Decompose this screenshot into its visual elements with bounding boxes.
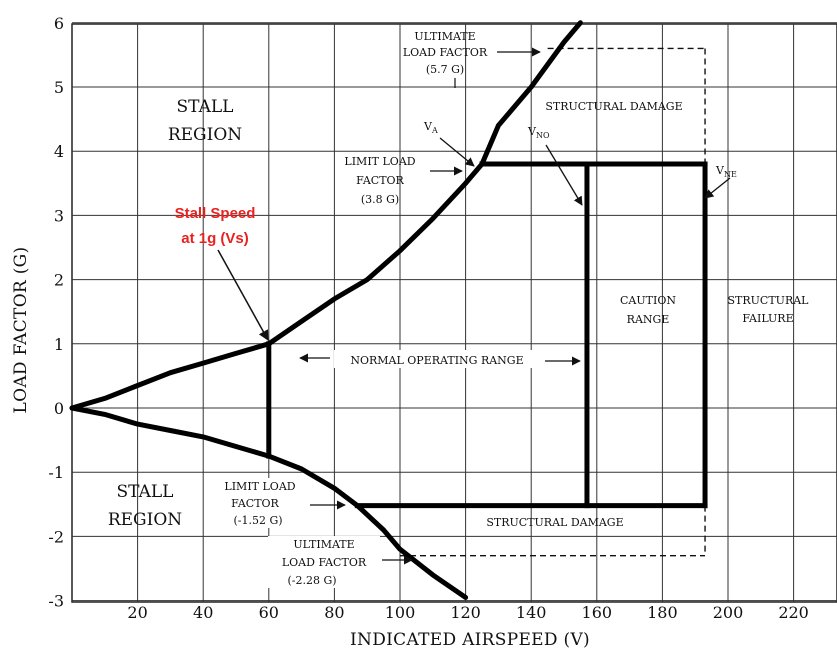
ultimate-bottom-label-bg (268, 536, 380, 588)
x-tick-label: 80 (324, 603, 344, 622)
x-axis-title: INDICATED AIRSPEED (V) (350, 630, 590, 650)
y-tick-label: 5 (54, 78, 64, 97)
dashed-ultimate-boundaries (400, 47, 706, 557)
limit-load-factor-top-label: LIMIT LOAD FACTOR (3.8 G) (344, 155, 415, 206)
ultimate-load-factor-bottom-label: ULTIMATE LOAD FACTOR (-2.28 G) (282, 538, 367, 587)
negative-stall-curve (69, 405, 469, 600)
structural-damage-top-label: STRUCTURAL DAMAGE (545, 100, 682, 113)
normal-operating-range-label: NORMAL OPERATING RANGE (350, 354, 523, 367)
y-tick-label: 1 (54, 335, 64, 354)
x-tick-label: 20 (127, 603, 147, 622)
y-tick-label: 0 (54, 399, 64, 418)
x-tick-label: 200 (713, 603, 744, 622)
positive-stall-curve (69, 20, 583, 411)
x-axis-ticks: 20 40 60 80 100 120 140 160 180 200 220 (127, 603, 808, 622)
y-tick-label: 6 (54, 14, 64, 33)
caution-range-label: CAUTION RANGE (620, 294, 676, 326)
stall-speed-arrow (217, 249, 269, 341)
y-tick-label: 2 (54, 271, 64, 290)
x-tick-label: 220 (778, 603, 809, 622)
vno-arrow (545, 144, 583, 206)
y-tick-label: -2 (48, 527, 64, 546)
x-tick-label: 100 (385, 603, 416, 622)
normal-operating-range-bg (334, 350, 540, 368)
x-tick-label: 160 (582, 603, 613, 622)
envelope-lines (266, 161, 708, 509)
ultimate-load-factor-top-label: ULTIMATE LOAD FACTOR (5.7 G) (403, 30, 488, 76)
stall-region-top-label: STALL REGION (168, 97, 242, 145)
limit-bottom-label-bg (212, 478, 308, 528)
limit-load-factor-bottom-label: LIMIT LOAD FACTOR (-1.52 G) (224, 480, 295, 527)
stall-curves (69, 20, 583, 600)
x-tick-label: 140 (516, 603, 547, 622)
x-tick-label: 120 (450, 603, 481, 622)
stall-speed-note: Stall Speed at 1g (Vs) (175, 205, 256, 247)
y-tick-label: -1 (48, 463, 64, 482)
structural-failure-label: STRUCTURAL FAILURE (728, 294, 810, 325)
y-axis-title: LOAD FACTOR (G) (11, 247, 31, 414)
x-tick-label: 40 (193, 603, 213, 622)
vne-arrow (704, 177, 731, 199)
x-tick-label: 60 (259, 603, 279, 622)
y-tick-label: 4 (54, 142, 64, 161)
x-tick-label: 180 (647, 603, 678, 622)
va-arrow (439, 137, 475, 167)
stall-region-bottom-label: STALL REGION (108, 482, 182, 530)
structural-damage-bottom-label: STRUCTURAL DAMAGE (486, 516, 623, 529)
y-tick-label: 3 (54, 206, 64, 225)
y-tick-label: -3 (48, 592, 64, 611)
y-axis-ticks: 6 5 4 3 2 1 0 -1 -2 -3 (48, 14, 64, 611)
grid (72, 22, 837, 602)
